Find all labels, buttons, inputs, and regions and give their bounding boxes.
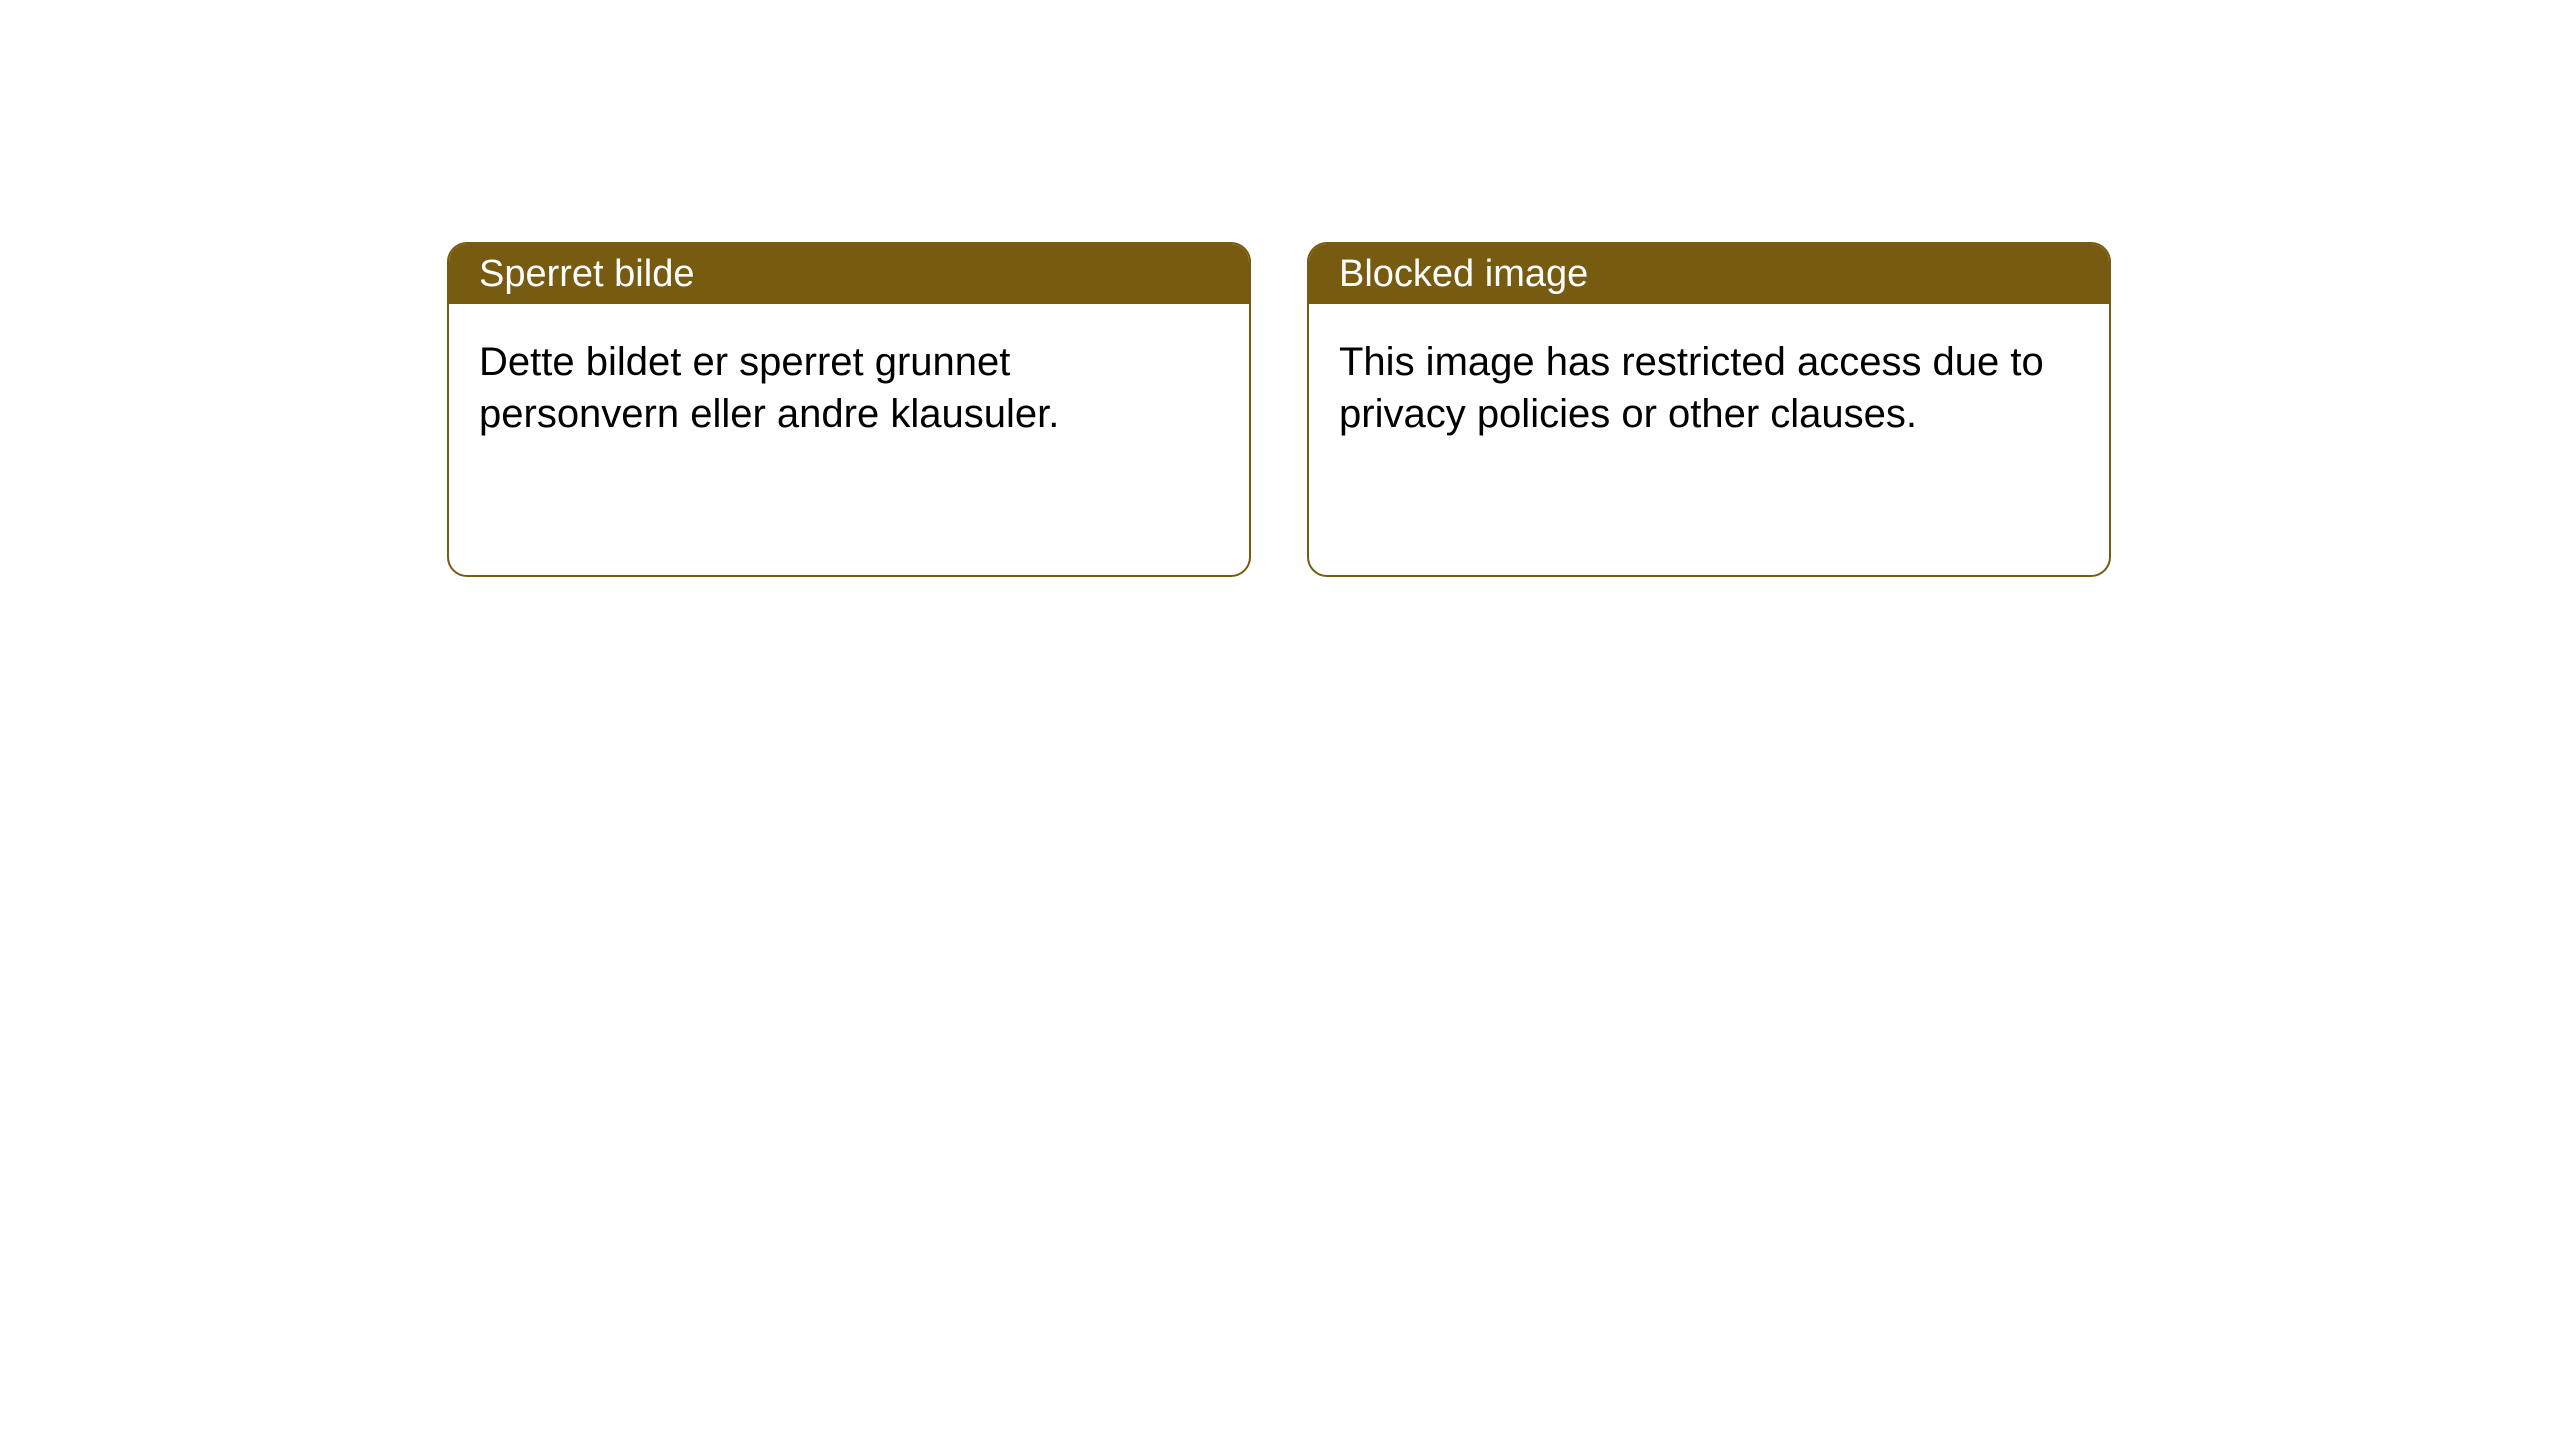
notice-panels: Sperret bilde Dette bildet er sperret gr… xyxy=(447,242,2111,577)
notice-panel-norwegian: Sperret bilde Dette bildet er sperret gr… xyxy=(447,242,1251,577)
notice-panel-body: This image has restricted access due to … xyxy=(1309,304,2109,464)
notice-panel-title: Blocked image xyxy=(1339,253,1588,296)
notice-panel-header: Sperret bilde xyxy=(449,244,1249,304)
notice-panel-body: Dette bildet er sperret grunnet personve… xyxy=(449,304,1249,464)
notice-panel-body-text: This image has restricted access due to … xyxy=(1339,340,2044,436)
page-root: Sperret bilde Dette bildet er sperret gr… xyxy=(0,0,2560,1440)
notice-panel-english: Blocked image This image has restricted … xyxy=(1307,242,2111,577)
notice-panel-body-text: Dette bildet er sperret grunnet personve… xyxy=(479,340,1059,436)
notice-panel-header: Blocked image xyxy=(1309,244,2109,304)
notice-panel-title: Sperret bilde xyxy=(479,253,694,296)
